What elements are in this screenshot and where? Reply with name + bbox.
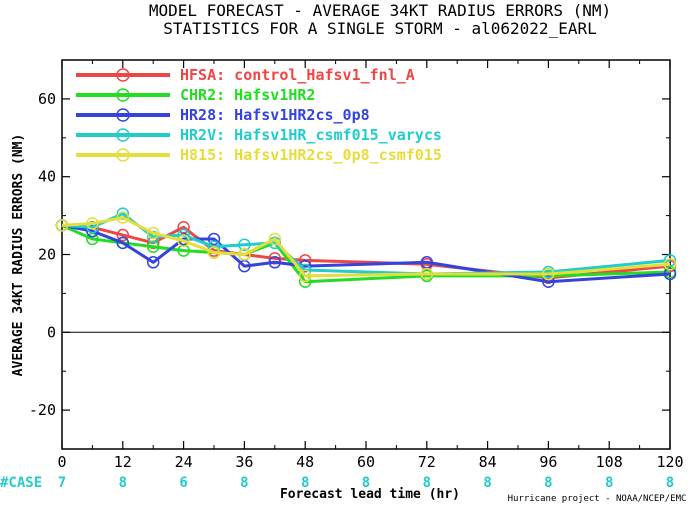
data-point-hr28 <box>116 236 130 250</box>
case-label: #CASE <box>0 475 42 491</box>
case-count: 8 <box>119 475 127 491</box>
data-point-h815 <box>86 217 99 230</box>
y-tick-label: 40 <box>38 168 56 186</box>
x-tick-label: 96 <box>539 453 557 471</box>
x-tick-label: 60 <box>357 453 375 471</box>
credit-text: Hurricane project - NOAA/NCEP/EMC <box>508 494 687 504</box>
data-point-h815 <box>238 248 251 261</box>
x-tick-label: 84 <box>479 453 497 471</box>
data-point-hr2v <box>663 254 677 267</box>
legend-label-hr28: HR28: Hafsv1HR2cs_0p8 <box>180 106 370 124</box>
chart-title: MODEL FORECAST - AVERAGE 34KT RADIUS ERR… <box>149 1 611 20</box>
y-tick-label: 60 <box>38 90 56 108</box>
case-count: 6 <box>179 475 187 491</box>
data-point-hr2v <box>238 238 251 252</box>
case-count: 8 <box>240 475 248 491</box>
legend-label-hr2v: HR2V: Hafsv1HR_csmf015_varycs <box>180 126 442 144</box>
legend-label-hfsa: HFSA: control_Hafsv1_fnl_A <box>180 66 415 84</box>
case-count: 8 <box>423 475 431 491</box>
x-tick-label: 108 <box>596 453 623 471</box>
case-count: 8 <box>483 475 491 491</box>
data-point-hr28 <box>207 232 221 246</box>
data-point-h815 <box>663 257 677 271</box>
data-point-chr2 <box>146 240 160 253</box>
data-point-h815 <box>55 219 69 232</box>
data-point-h815 <box>268 232 282 246</box>
legend-marker-hfsa <box>116 68 130 82</box>
case-count: 8 <box>605 475 613 491</box>
x-tick-label: 0 <box>57 453 66 471</box>
case-count: 8 <box>301 475 309 491</box>
x-tick-label: 120 <box>656 453 683 471</box>
data-point-hr28 <box>663 267 677 281</box>
data-point-h815 <box>298 269 312 283</box>
x-tick-label: 72 <box>418 453 436 471</box>
x-axis-label: Forecast lead time (hr) <box>280 487 460 502</box>
x-tick-label: 24 <box>175 453 193 471</box>
data-point-h815 <box>116 211 130 224</box>
y-tick-label: 20 <box>38 246 56 264</box>
data-point-hfsa <box>116 228 130 242</box>
legend-marker-chr2 <box>116 88 130 102</box>
x-tick-label: 36 <box>235 453 253 471</box>
data-point-hr28 <box>542 275 555 288</box>
y-tick-label: -20 <box>29 401 56 419</box>
plot-area: -20 0 20 40 60 0 12 24 36 48 60 72 84 96 108 120 HFSA: c… <box>0 59 684 491</box>
data-point-h815 <box>207 246 221 259</box>
case-count: 8 <box>544 475 552 491</box>
y-tick-label: 0 <box>47 323 56 341</box>
y-axis-label: AVERAGE 34KT RADIUS ERRORS (NM) <box>11 134 26 377</box>
x-tick-label: 12 <box>114 453 132 471</box>
data-point-hr28 <box>146 256 160 269</box>
data-point-hr2v <box>86 221 99 234</box>
legend-label-chr2: CHR2: Hafsv1HR2 <box>180 86 315 104</box>
data-point-h815 <box>420 267 434 281</box>
case-count: 7 <box>58 475 66 491</box>
data-point-h815 <box>542 267 555 281</box>
data-point-hr28 <box>268 256 282 269</box>
case-count: 8 <box>362 475 370 491</box>
data-point-h815 <box>177 234 190 248</box>
data-point-hfsa <box>268 252 282 265</box>
legend-marker-hr2v <box>116 128 130 142</box>
legend-marker-h815 <box>116 148 130 162</box>
case-count: 8 <box>666 475 674 491</box>
legend-label-h815: H815: Hafsv1HR2cs_0p8_csmf015 <box>180 146 442 164</box>
data-point-h815 <box>146 226 160 240</box>
x-tick-label: 48 <box>296 453 314 471</box>
legend-marker-hr28 <box>116 108 130 122</box>
chart-subtitle: STATISTICS FOR A SINGLE STORM - al062022… <box>163 19 596 38</box>
